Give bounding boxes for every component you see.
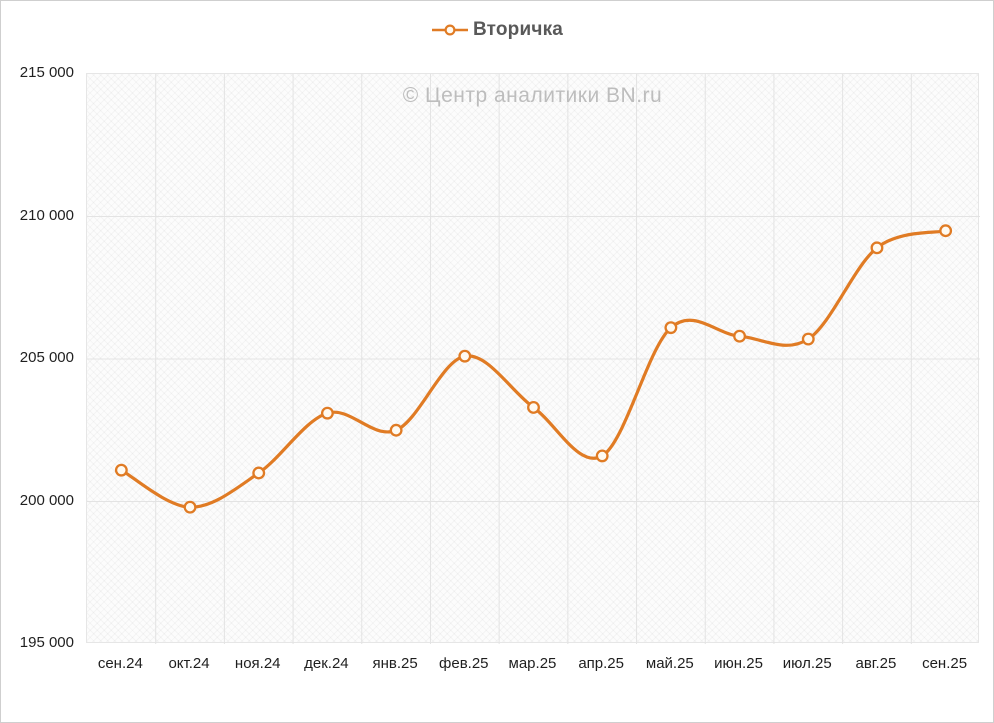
x-axis-tick-label: июн.25: [714, 655, 763, 672]
data-point-marker: [870, 241, 884, 255]
x-axis-tick-label: сен.24: [97, 655, 143, 672]
data-point-marker: [939, 224, 953, 238]
y-axis-tick-label: 210 000: [19, 206, 74, 224]
x-axis-tick-label: мар.25: [508, 655, 557, 672]
x-axis-tick-label: апр.25: [578, 655, 624, 672]
data-point-marker: [389, 423, 403, 437]
x-axis-tick-label: дек.24: [304, 655, 349, 672]
y-axis-tick-label: 195 000: [19, 634, 74, 651]
legend-line-marker-icon: [431, 24, 468, 36]
data-point-marker: [114, 463, 128, 477]
x-axis: сен.24 окт.24 ноя.24 дек.24 янв.25 фев.25 мар.…: [86, 652, 979, 676]
data-point-marker: [252, 466, 266, 480]
x-axis-tick-label: янв.25: [372, 655, 418, 672]
data-point-marker: [801, 332, 815, 346]
x-axis-tick-label: июл.25: [782, 655, 832, 672]
x-axis-tick-label: ноя.24: [234, 655, 281, 672]
y-axis-tick-label: 200 000: [19, 491, 74, 509]
y-axis-tick-label: 215 000: [19, 64, 74, 81]
data-point-marker: [183, 500, 197, 514]
chart-canvas: [87, 74, 980, 644]
x-axis-tick-label: сен.25: [922, 655, 968, 672]
data-point-marker: [664, 321, 678, 335]
data-point-marker: [320, 406, 334, 420]
x-axis-tick-label: май.25: [645, 655, 694, 672]
x-axis-tick-label: окт.24: [168, 655, 210, 672]
y-axis-tick-label: 205 000: [19, 349, 74, 366]
legend-series-label: Вторичка: [472, 19, 564, 40]
data-point-marker: [527, 401, 540, 414]
legend: Вторичка: [0, 14, 994, 46]
data-point-marker: [595, 449, 609, 463]
plot-area: [86, 73, 980, 644]
data-point-marker: [733, 329, 747, 343]
x-axis-tick-label: фев.25: [439, 655, 489, 672]
series-line: [119, 229, 948, 509]
data-point-marker: [458, 349, 472, 363]
x-axis-tick-label: авг.25: [855, 655, 897, 672]
